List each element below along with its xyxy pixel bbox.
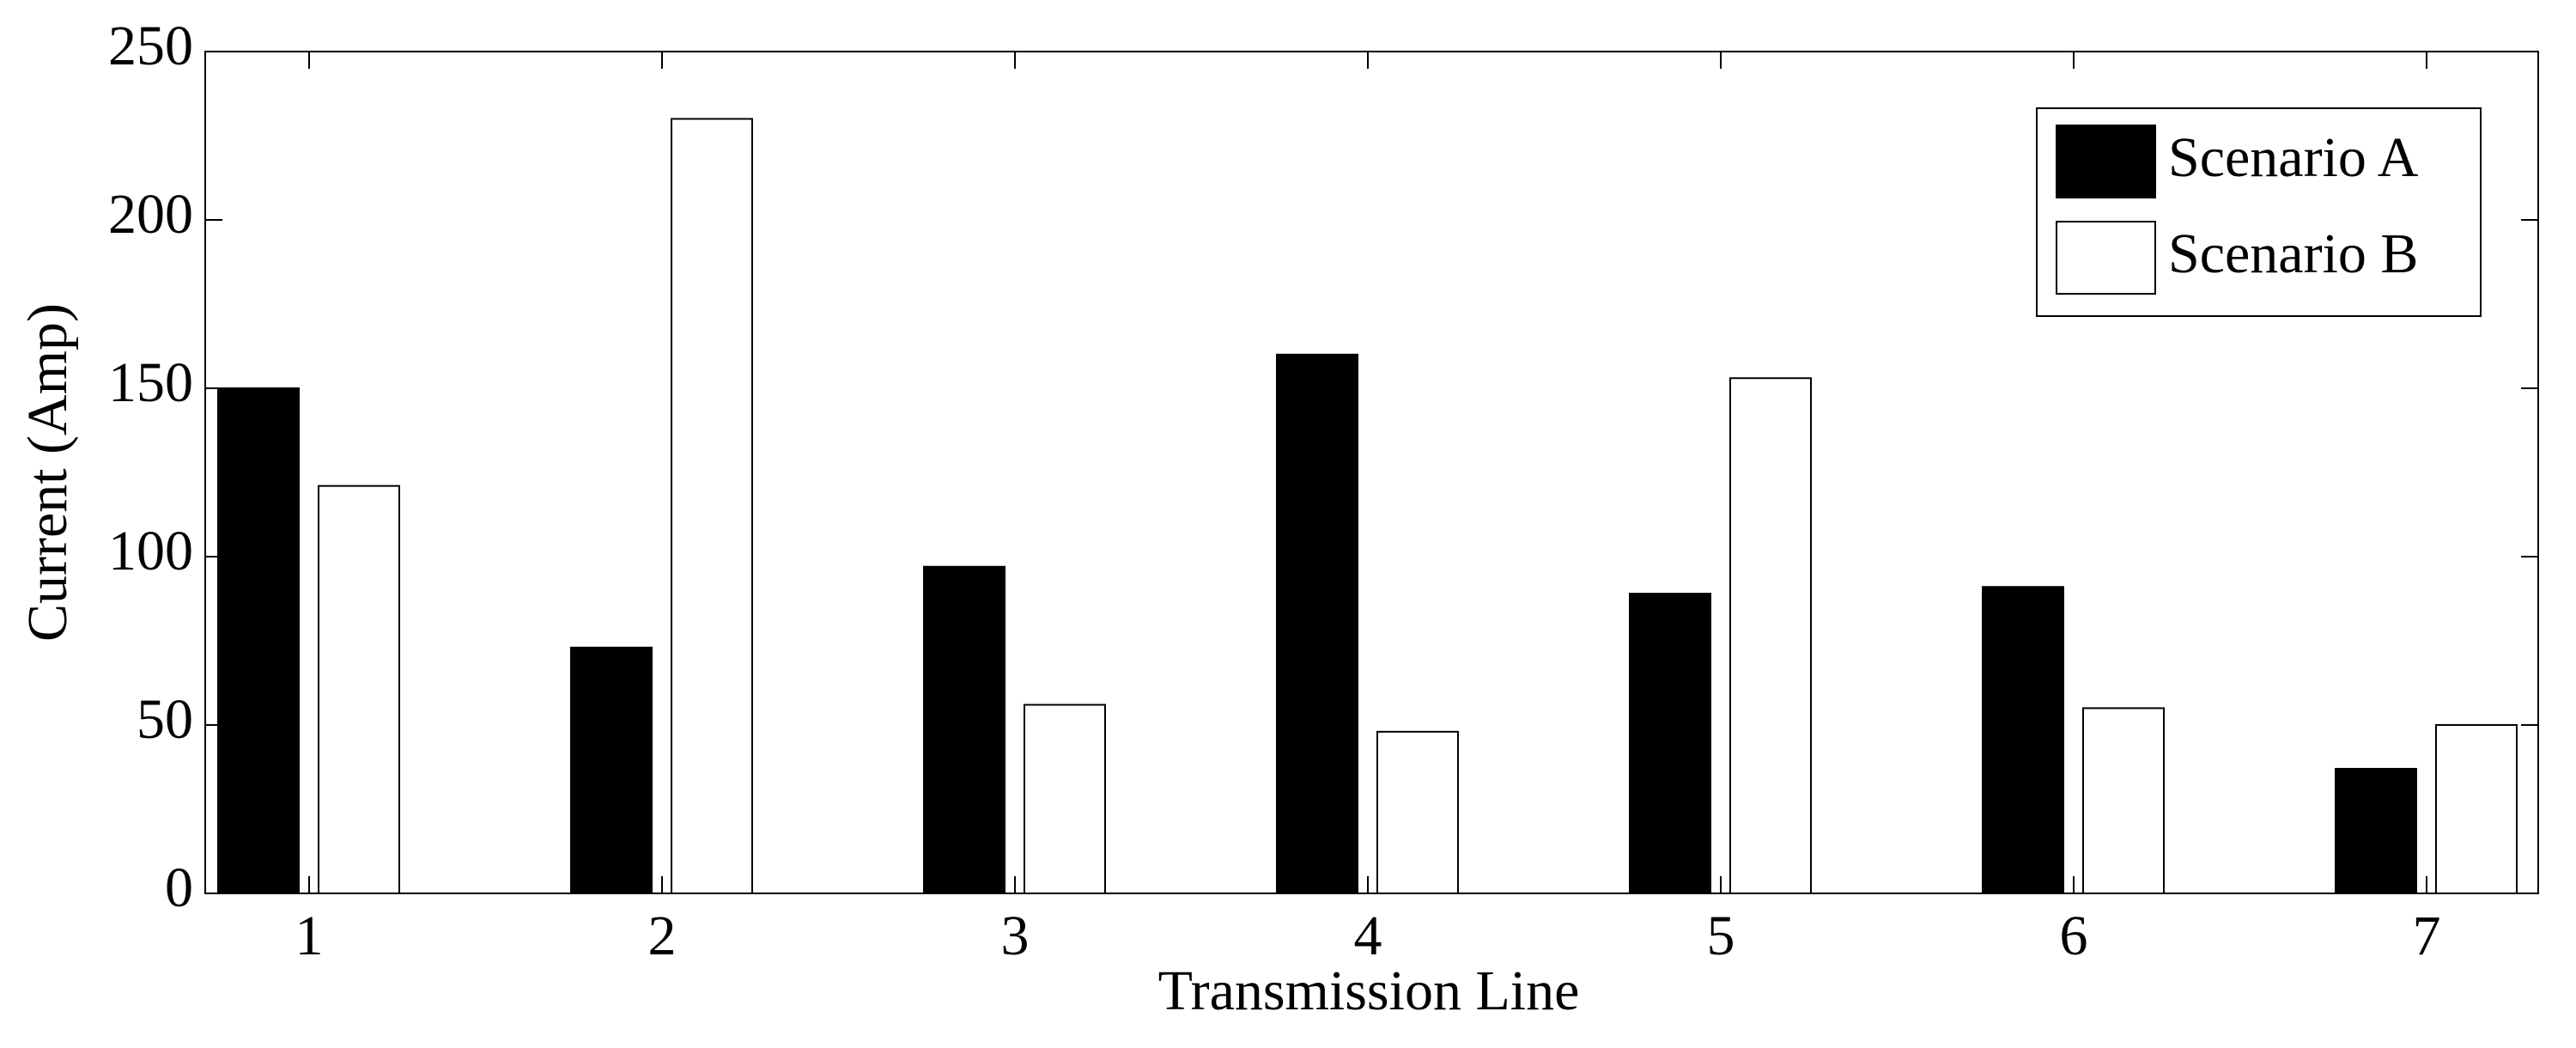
bar bbox=[1276, 353, 1358, 894]
bar bbox=[671, 118, 753, 894]
bar bbox=[570, 646, 653, 895]
bar bbox=[1982, 586, 2064, 895]
legend-label: Scenario B bbox=[2168, 222, 2418, 285]
y-tick-label: 250 bbox=[108, 15, 193, 77]
bar bbox=[217, 387, 300, 894]
y-tick-label: 150 bbox=[108, 351, 193, 414]
plot-frame bbox=[204, 51, 2539, 894]
y-tick-label: 0 bbox=[165, 856, 193, 919]
bar bbox=[1629, 593, 1711, 894]
legend-swatch bbox=[2056, 125, 2156, 198]
x-tick-label: 7 bbox=[2413, 905, 2441, 967]
bar bbox=[2435, 724, 2518, 894]
bar bbox=[923, 565, 1005, 894]
legend-label: Scenario A bbox=[2168, 126, 2419, 189]
bar bbox=[1376, 730, 1459, 895]
y-tick-label: 200 bbox=[108, 183, 193, 246]
x-tick-label: 2 bbox=[648, 905, 677, 967]
x-tick-label: 3 bbox=[1001, 905, 1030, 967]
y-axis-label: Current (Amp) bbox=[16, 303, 79, 642]
y-tick-label: 100 bbox=[108, 520, 193, 582]
x-tick-label: 4 bbox=[1354, 905, 1382, 967]
x-tick-label: 6 bbox=[2060, 905, 2088, 967]
bar bbox=[318, 484, 400, 894]
bar bbox=[1729, 377, 1812, 894]
bar bbox=[1024, 704, 1106, 894]
x-axis-label: Transmission Line bbox=[1158, 960, 1580, 1022]
x-tick-label: 5 bbox=[1707, 905, 1735, 967]
x-tick-label: 1 bbox=[295, 905, 324, 967]
bar bbox=[2335, 767, 2417, 895]
bar bbox=[2082, 707, 2165, 895]
legend-swatch bbox=[2056, 221, 2156, 295]
y-tick-label: 50 bbox=[137, 688, 193, 751]
